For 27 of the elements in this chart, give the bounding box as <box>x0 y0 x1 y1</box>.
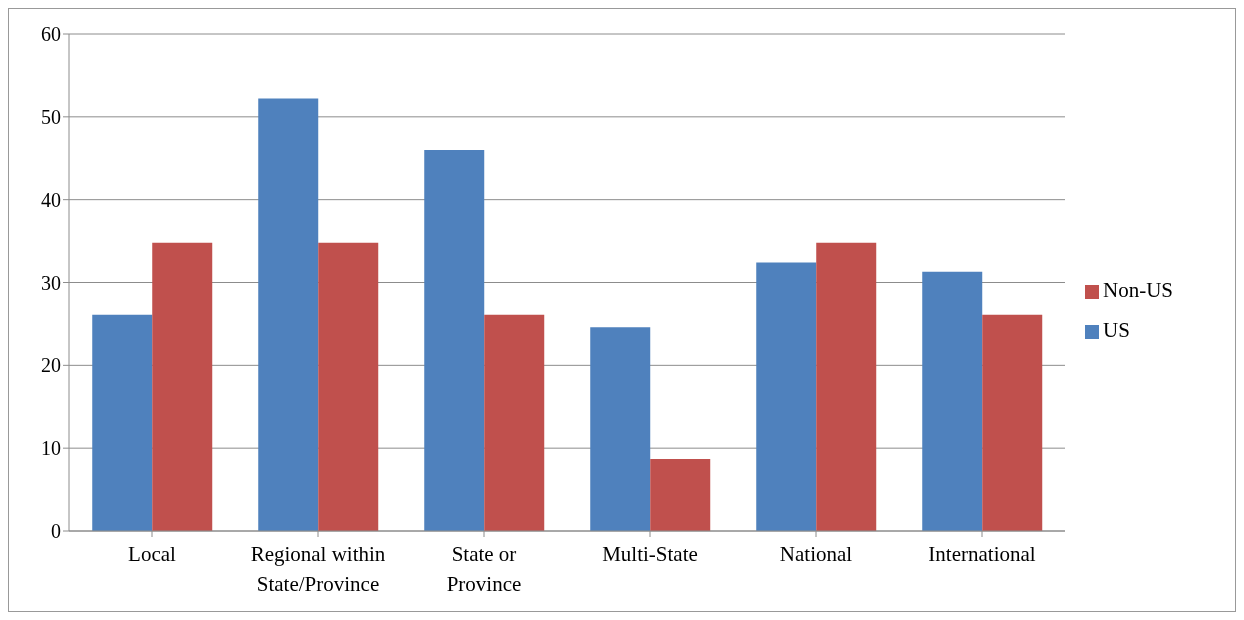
bar <box>650 458 711 531</box>
y-tick-label: 0 <box>51 520 61 543</box>
x-tick-label: Multi-State <box>602 542 698 566</box>
bar <box>756 262 817 531</box>
bar <box>424 149 485 531</box>
y-tick-label: 30 <box>41 271 61 294</box>
x-tick-label: National <box>779 542 853 566</box>
bar <box>258 98 319 531</box>
x-tick-label: International <box>928 542 1036 566</box>
bar <box>922 271 983 531</box>
x-tick-label: Regional within State/Province <box>250 542 386 596</box>
bar <box>92 314 153 531</box>
bar <box>982 314 1043 531</box>
y-tick-label: 10 <box>41 437 61 460</box>
bar <box>816 242 877 531</box>
bar <box>318 242 379 531</box>
bar <box>590 327 651 531</box>
x-tick-label: State or Province <box>446 542 522 596</box>
y-tick-label: 60 <box>41 23 61 46</box>
legend-label: US <box>1103 318 1130 342</box>
y-tick-label: 50 <box>41 105 61 128</box>
legend-label: Non-US <box>1103 278 1174 302</box>
bar <box>484 314 545 531</box>
y-tick-label: 20 <box>41 354 61 377</box>
x-tick-label: Local <box>128 542 177 566</box>
bar <box>152 242 213 531</box>
y-tick-label: 40 <box>41 188 61 211</box>
